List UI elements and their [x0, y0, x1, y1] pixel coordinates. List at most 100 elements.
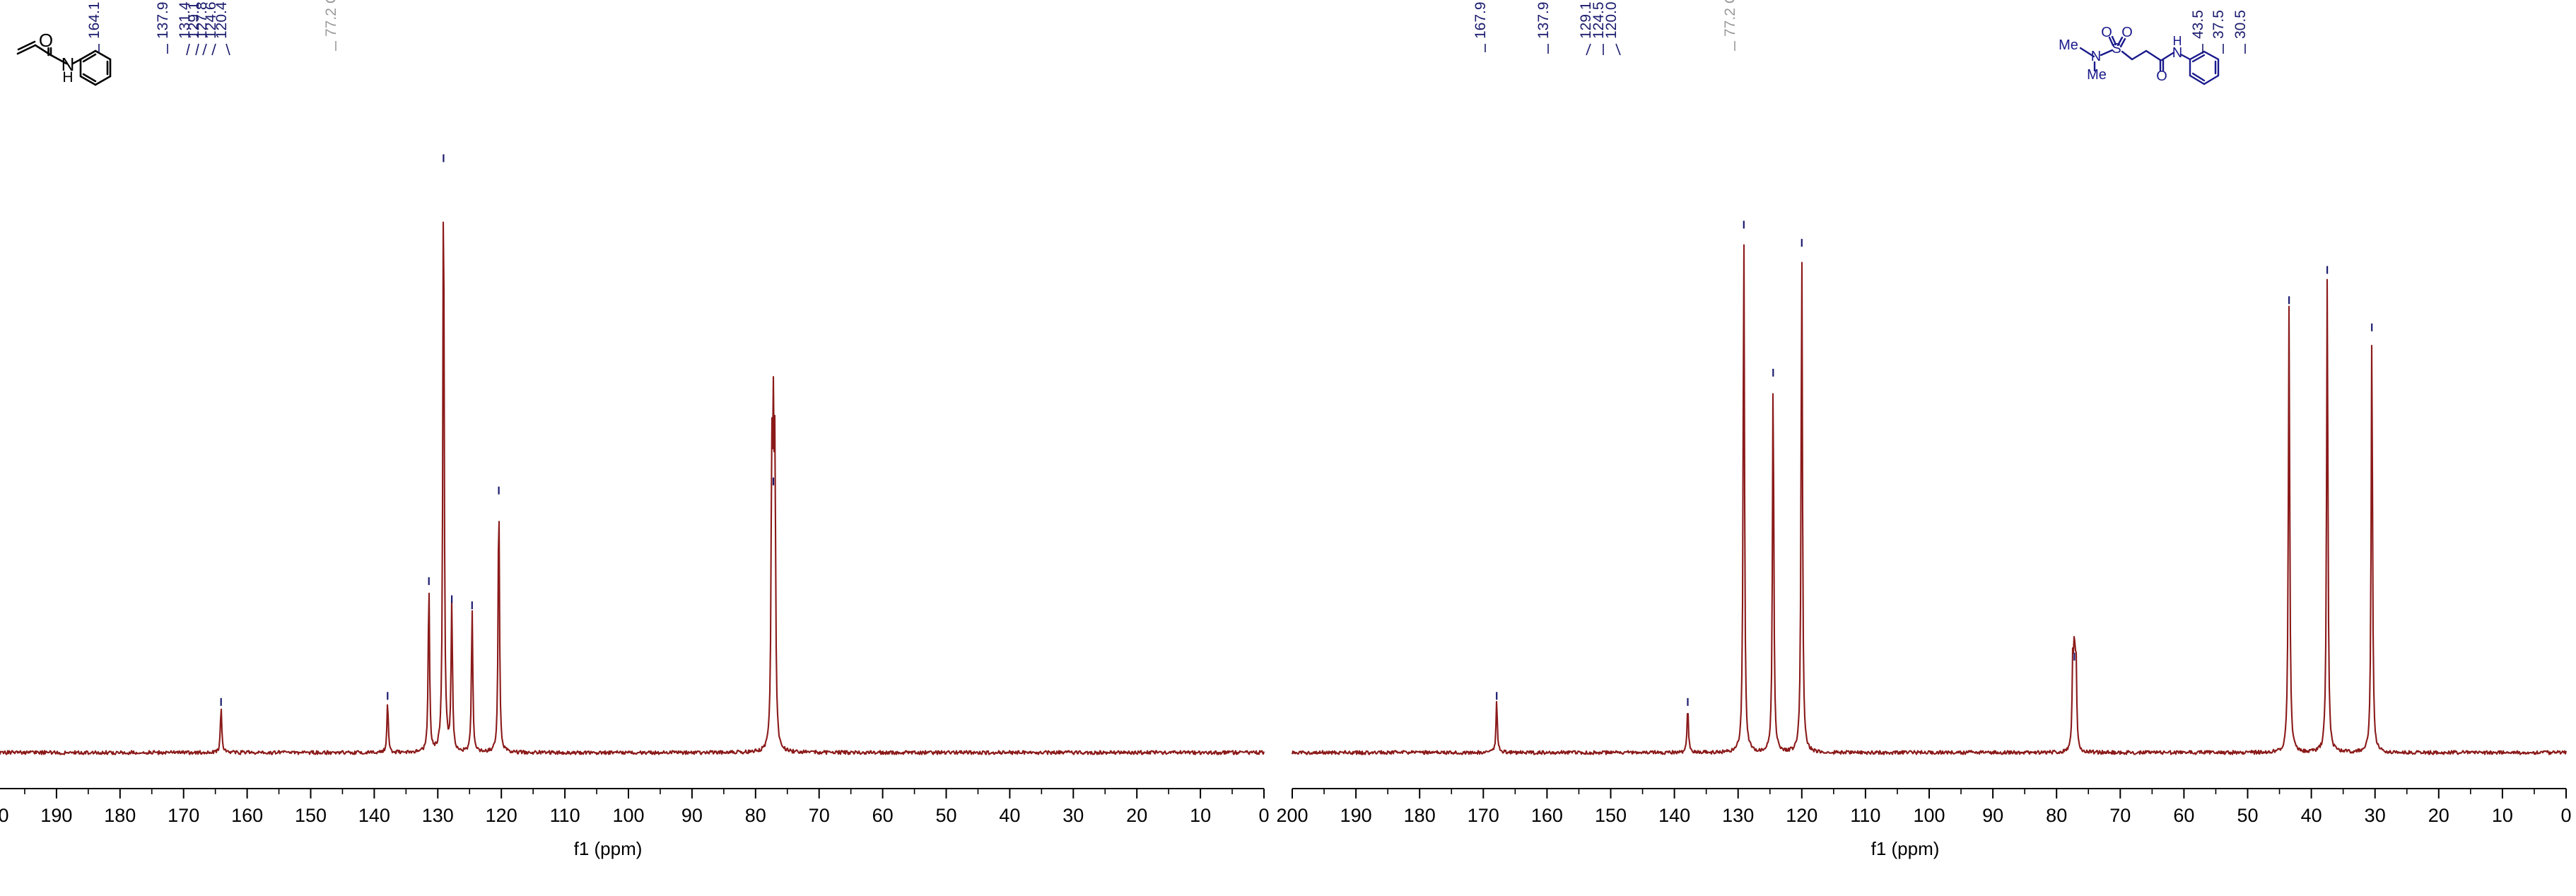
structure-atom-label-N: N — [62, 54, 75, 75]
x-axis-left: 2001901801701601501401301201101009080706… — [0, 788, 1270, 859]
axis-tick-label: 70 — [2109, 805, 2131, 826]
peak-label-text: 164.1 — [86, 1, 103, 39]
peak-label-124-6: 124.6 — [203, 1, 219, 56]
peak-label-131-4: 131.4 — [177, 1, 193, 56]
axis-tick-label: 180 — [104, 805, 136, 826]
axis-tick-label: 170 — [1468, 805, 1499, 826]
peak-label-37-5: 37.5 — [2211, 10, 2227, 54]
axis-tick-label: 110 — [550, 805, 580, 826]
axis-tick-label: 200 — [0, 805, 9, 826]
axis-tick-label: 140 — [1658, 805, 1690, 826]
axis-tick-label: 40 — [999, 805, 1020, 826]
axis-tick-label: 160 — [231, 805, 263, 826]
spectrum-panel-left: O N H 164.1 137.9 131.4 129.1 127.8 — [0, 0, 1272, 896]
axis-tick-label: 80 — [2046, 805, 2067, 826]
peak-label-77-2-cdcl3: 77.2 CDCl3 — [323, 0, 339, 51]
axis-title: f1 (ppm) — [574, 838, 643, 859]
axis-tick-label: 150 — [295, 805, 327, 826]
spectrum-path — [0, 221, 1265, 755]
peak-label-text: 124.5 — [1591, 1, 1607, 39]
peak-label-text: 127.8 — [194, 1, 210, 39]
structure-atom-label-N-sulfamide: N — [2091, 49, 2101, 64]
structure-atom-label-H-amide: H — [2173, 34, 2182, 48]
axis-tick-label: 150 — [1595, 805, 1627, 826]
peak-label-30-5: 30.5 — [2232, 10, 2249, 54]
structure-atom-label-Me-top: Me — [2059, 37, 2078, 53]
axis-tick-label: 100 — [1913, 805, 1945, 826]
peak-label-text: 167.9 — [1473, 1, 1489, 39]
axis-tick-label: 110 — [1850, 805, 1880, 826]
structure-dimethylsulfamoyl-propanamide: Me N Me S O O O N H — [2059, 25, 2220, 86]
peak-label-text: 77.2 CDCl3 — [1722, 0, 1738, 37]
axis-tick-label: 50 — [2237, 805, 2258, 826]
spectrum-panel-right: Me N Me S O O O N H 167.9 137.9 129.1 12… — [1276, 0, 2576, 896]
axis-tick-label: 10 — [1190, 805, 1211, 826]
peak-label-text: 120.4 — [213, 1, 230, 39]
structure-n-phenylacrylamide: O N H — [16, 30, 112, 86]
peak-label-164-1: 164.1 — [86, 1, 103, 52]
axis-tick-label: 190 — [1340, 805, 1372, 826]
peak-label-text: 37.5 — [2211, 10, 2227, 39]
axis-tick-label: 90 — [681, 805, 703, 826]
structure-atom-label-O-right: O — [2121, 25, 2133, 40]
axis-tick-label: 30 — [2365, 805, 2386, 826]
structure-atom-label-O-carbonyl: O — [2156, 69, 2167, 84]
axis-tick-label: 100 — [612, 805, 644, 826]
peak-label-text: 137.9 — [1535, 1, 1552, 39]
peak-label-text: 30.5 — [2232, 10, 2249, 39]
peak-label-120-0: 120.0 — [1603, 1, 1621, 56]
peak-label-text: 131.4 — [177, 1, 193, 39]
peak-label-text: 129.1 — [186, 1, 202, 39]
peak-label-129-1: 129.1 — [186, 1, 202, 56]
peak-label-127-8: 127.8 — [194, 1, 210, 56]
axis-tick-label: 0 — [2560, 805, 2571, 826]
spectrum-trace-right — [1291, 220, 2568, 755]
axis-tick-label: 130 — [1722, 805, 1754, 826]
axis-tick-label: 170 — [168, 805, 199, 826]
spectrum-trace-left — [0, 154, 1265, 755]
axis-tick-label: 40 — [2301, 805, 2322, 826]
axis-tick-label: 10 — [2492, 805, 2513, 826]
structure-atom-label-O: O — [39, 30, 53, 51]
axis-tick-label: 130 — [422, 805, 454, 826]
axis-tick-label: 90 — [1982, 805, 2003, 826]
axis-tick-label: 80 — [745, 805, 766, 826]
peak-label-group-left: 164.1 137.9 131.4 129.1 127.8 124.6 — [86, 0, 339, 56]
axis-tick-label: 190 — [40, 805, 72, 826]
axis-tick-label: 70 — [809, 805, 830, 826]
peak-label-text: 43.5 — [2190, 10, 2206, 39]
structure-atom-label-S: S — [2112, 41, 2121, 57]
axis-tick-label: 120 — [1786, 805, 1817, 826]
peak-label-137-9: 137.9 — [1535, 1, 1552, 54]
axis-tick-label: 120 — [486, 805, 517, 826]
axis-tick-label: 30 — [1062, 805, 1084, 826]
axis-title: f1 (ppm) — [1871, 838, 1940, 859]
peak-label-text: 137.9 — [155, 1, 171, 39]
peak-label-129-1: 129.1 — [1578, 1, 1594, 56]
structure-atom-label-N-amide: N — [2172, 45, 2182, 61]
peak-label-124-5: 124.5 — [1591, 1, 1607, 55]
axis-tick-label: 20 — [2428, 805, 2449, 826]
peak-label-120-4: 120.4 — [213, 1, 230, 56]
spectrum-path — [1291, 244, 2568, 755]
peak-label-text: 124.6 — [203, 1, 219, 39]
axis-tick-label: 0 — [1258, 805, 1269, 826]
axis-tick-label: 140 — [358, 805, 390, 826]
peak-label-group-right: 167.9 137.9 129.1 124.5 120.0 77.2 CDCl3 — [1473, 0, 2249, 56]
axis-tick-label: 180 — [1404, 805, 1436, 826]
x-axis-right: 200 190 180 170 160 150 140 130 120 110 100 90 80 70 6… — [1276, 788, 2572, 859]
axis-tick-label: 60 — [872, 805, 894, 826]
axis-tick-label: 60 — [2173, 805, 2194, 826]
axis-tick-label: 20 — [1126, 805, 1147, 826]
structure-atom-label-H: H — [62, 69, 73, 86]
structure-atom-label-Me-bottom: Me — [2087, 67, 2107, 83]
peak-label-text: 120.0 — [1603, 1, 1620, 39]
peak-label-167-9: 167.9 — [1473, 1, 1489, 52]
structure-atom-label-O-left: O — [2101, 25, 2112, 40]
peak-label-137-9: 137.9 — [155, 1, 171, 54]
peak-label-text: 77.2 CDCl3 — [323, 0, 339, 37]
axis-tick-label: 50 — [935, 805, 956, 826]
peak-label-text: 129.1 — [1578, 1, 1594, 39]
axis-tick-label: 200 — [1276, 805, 1308, 826]
peak-label-77-2-cdcl3: 77.2 CDCl3 — [1722, 0, 1738, 51]
